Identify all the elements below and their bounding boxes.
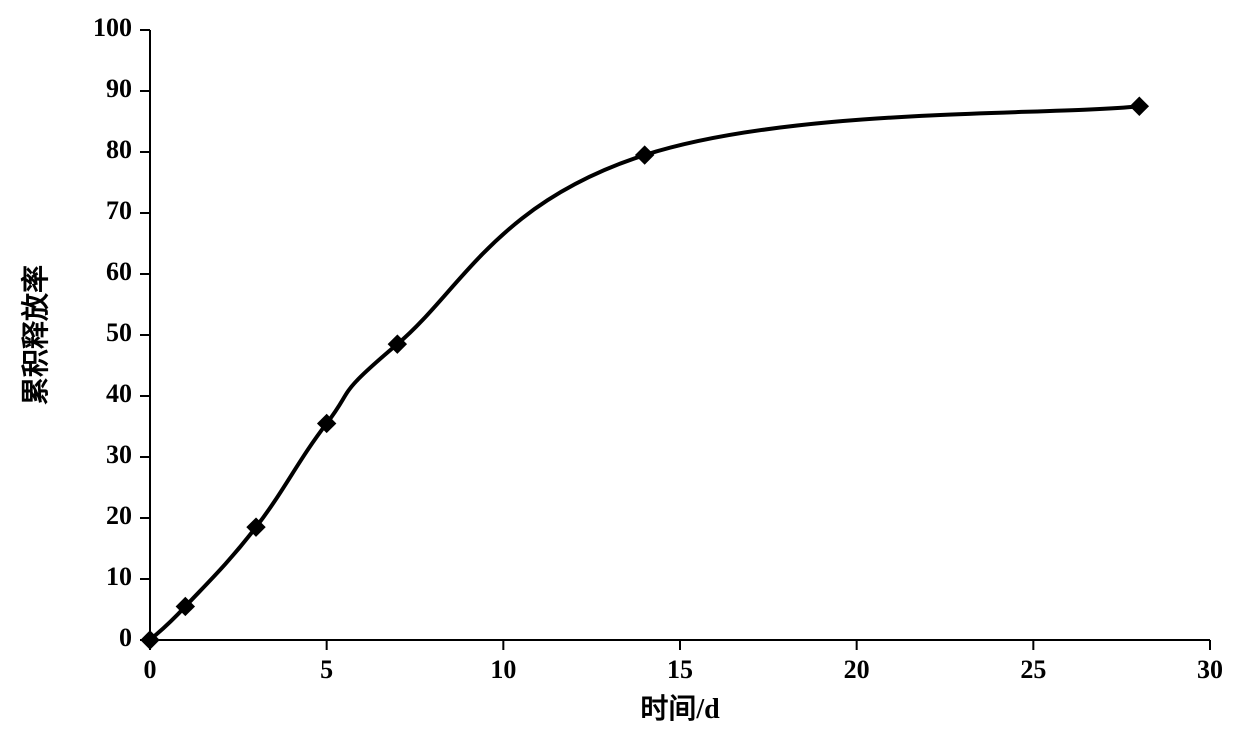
y-tick-label: 60	[106, 257, 132, 286]
y-tick-label: 80	[106, 135, 132, 164]
series-line	[150, 106, 1139, 640]
y-tick-label: 30	[106, 440, 132, 469]
data-marker	[636, 146, 654, 164]
line-chart: 0 10 20 30 40 50 60 70 80 90 100 0 5 10 15 20 25 30 时间/d 累积…	[0, 0, 1240, 745]
y-tick-label: 40	[106, 379, 132, 408]
x-tick-label: 20	[844, 655, 870, 684]
x-tick-label: 0	[144, 655, 157, 684]
x-tick-label: 25	[1020, 655, 1046, 684]
data-marker	[1130, 97, 1148, 115]
x-tick-label: 5	[320, 655, 333, 684]
y-tick-label: 0	[119, 623, 132, 652]
y-tick-label: 20	[106, 501, 132, 530]
y-tick-label: 50	[106, 318, 132, 347]
x-tick-label: 10	[490, 655, 516, 684]
y-tick-label: 70	[106, 196, 132, 225]
x-tick-label: 30	[1197, 655, 1223, 684]
x-tick-label: 15	[667, 655, 693, 684]
chart-container: 0 10 20 30 40 50 60 70 80 90 100 0 5 10 15 20 25 30 时间/d 累积…	[0, 0, 1240, 745]
y-axis-label: 累积释放率	[19, 265, 52, 405]
y-tick-label: 10	[106, 562, 132, 591]
x-axis-label: 时间/d	[640, 693, 720, 725]
y-tick-label: 100	[93, 13, 132, 42]
y-tick-label: 90	[106, 74, 132, 103]
